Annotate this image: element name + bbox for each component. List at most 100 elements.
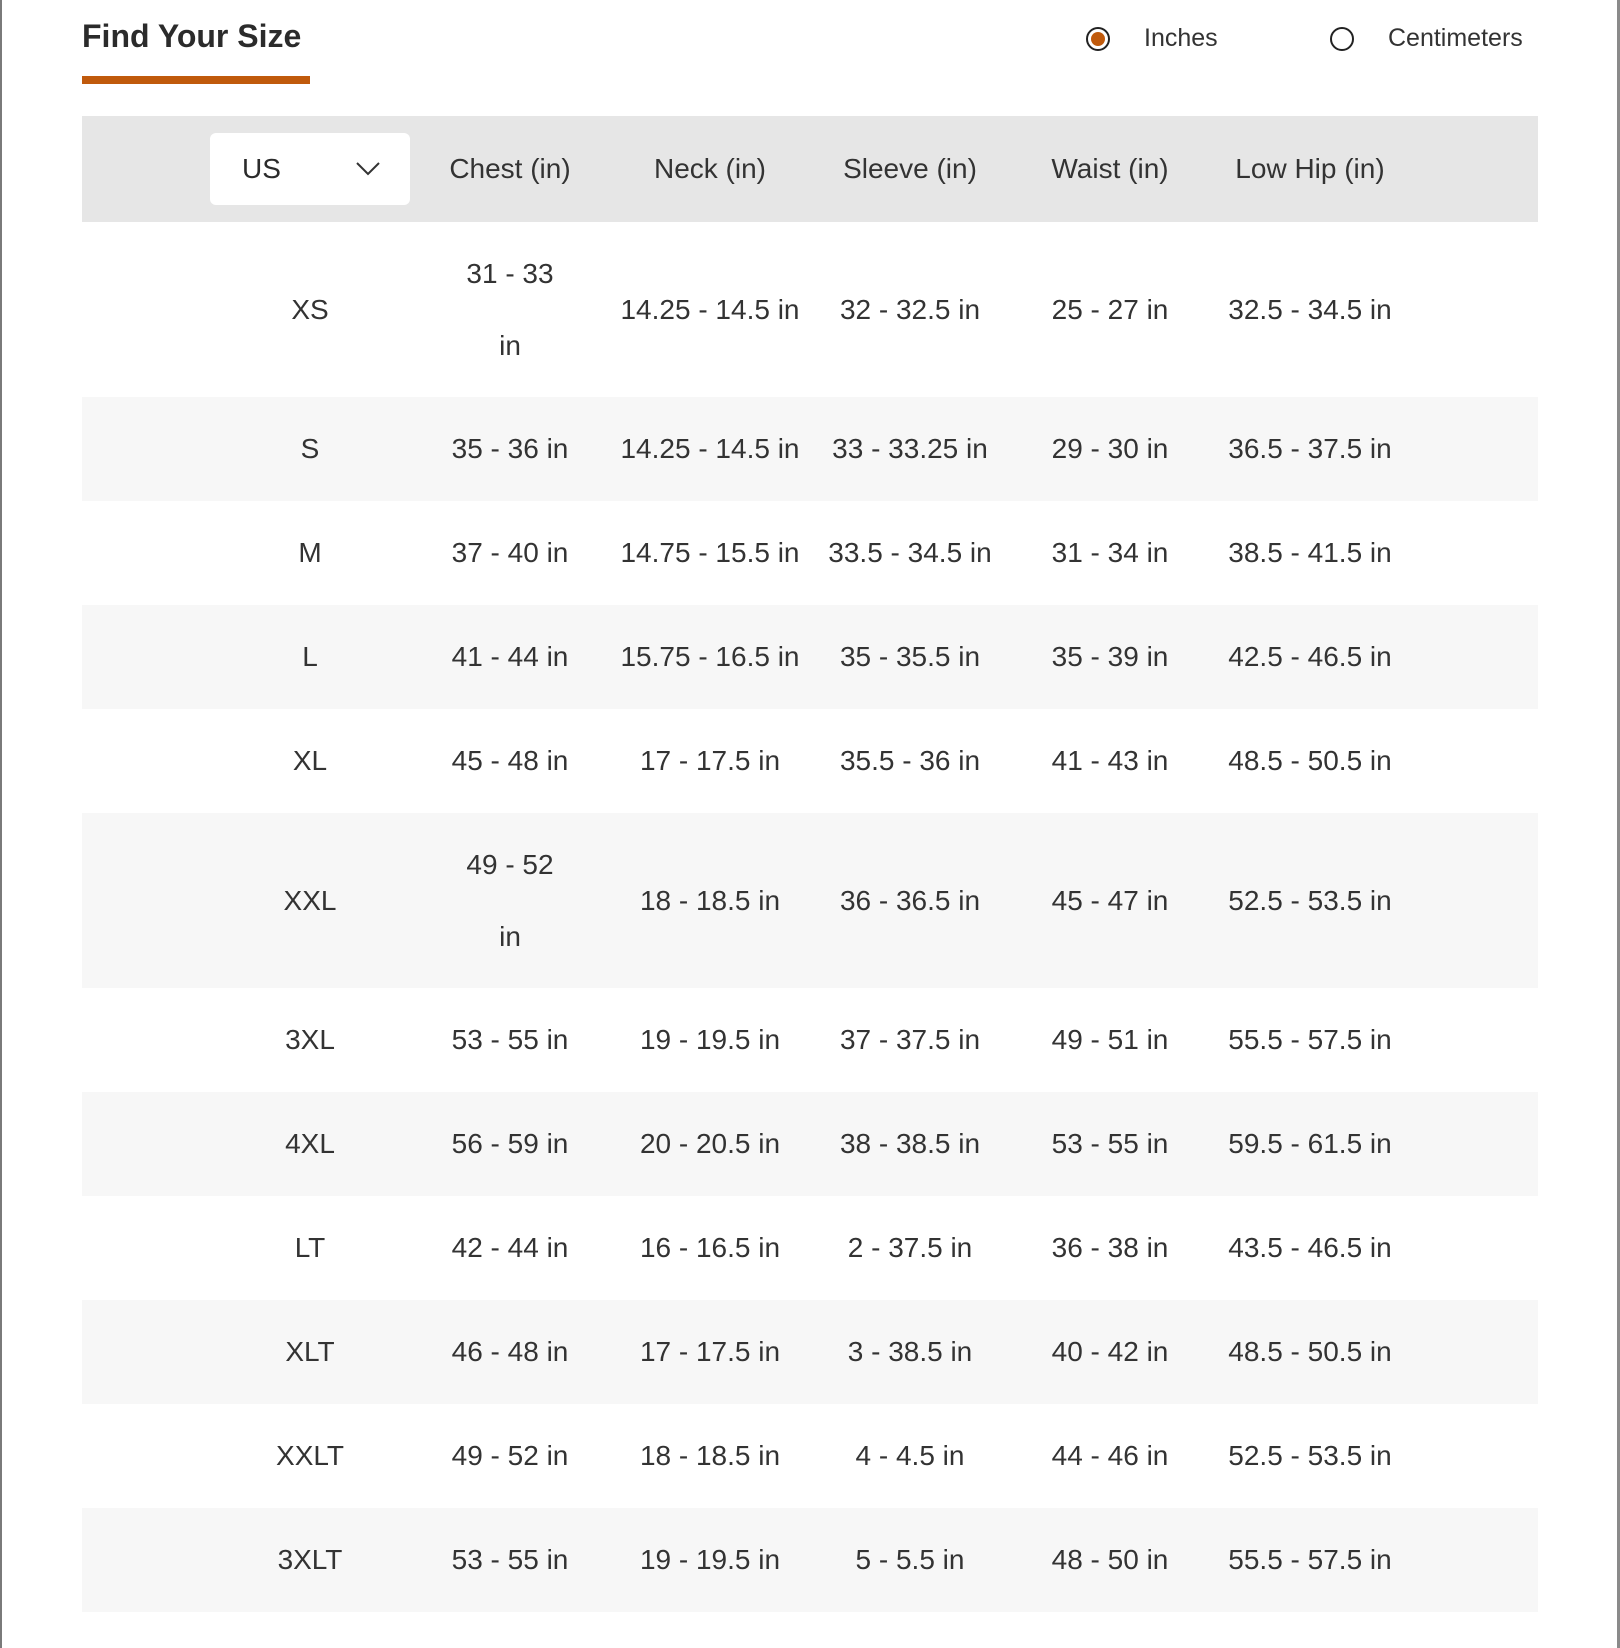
measurement-cell: 42 - 44 in <box>451 1232 569 1263</box>
table-row: L 41 - 44 in 15.75 - 16.5 in 35 - 35.5 in 35… <box>82 605 1538 709</box>
size-cell: 4XL <box>285 1128 335 1159</box>
size-cell: 3XL <box>285 1024 335 1055</box>
size-cell: S <box>300 433 320 464</box>
measurement-cell: 45 - 48 in <box>451 745 569 776</box>
measurement-cell: 48 - 50 in <box>1051 1544 1169 1575</box>
measurement-cell: 20 - 20.5 in <box>639 1128 781 1159</box>
measurement-cell: 53 - 55 in <box>451 1544 569 1575</box>
size-cell: 3XLT <box>277 1544 343 1575</box>
measurement-cell: 17 - 17.5 in <box>639 1336 781 1367</box>
measurement-cell: 19 - 19.5 in <box>639 1544 781 1575</box>
table-header: US Chest (in) Neck (in) Sleeve (in) Waist (… <box>82 116 1538 222</box>
table-row: XXLT 49 - 52 in 18 - 18.5 in 4 - 4.5 in 44 -… <box>82 1404 1538 1508</box>
measurement-cell: 38.5 - 41.5 in <box>1228 537 1392 568</box>
measurement-cell: 36 - 38 in <box>1051 1232 1169 1263</box>
size-chart-table: US Chest (in) Neck (in) Sleeve (in) Waist (… <box>82 116 1538 1612</box>
measurement-cell: 41 - 43 in <box>1051 745 1169 776</box>
column-header: Waist (in) <box>1051 153 1169 184</box>
table-row: LT 42 - 44 in 16 - 16.5 in 2 - 37.5 in 36 - … <box>82 1196 1538 1300</box>
measurement-cell: 52.5 - 53.5 in <box>1228 1440 1392 1471</box>
measurement-cell: 44 - 46 in <box>1051 1440 1169 1471</box>
measurement-cell: 49 - 51 in <box>1051 1024 1169 1055</box>
measurement-cell: 31 - 33 in <box>410 238 610 382</box>
measurement-cell: 32 - 32.5 in <box>839 293 981 325</box>
measurement-value: 31 - 33 in <box>466 257 554 361</box>
measurement-cell: 55.5 - 57.5 in <box>1228 1544 1392 1575</box>
size-cell: XL <box>292 745 328 776</box>
size-cell: L <box>302 641 318 672</box>
radio-selected-icon[interactable] <box>1086 26 1110 51</box>
radio-label: Inches <box>1144 24 1218 52</box>
measurement-cell: 17 - 17.5 in <box>639 745 781 776</box>
measurement-cell: 53 - 55 in <box>1051 1128 1169 1159</box>
table-row: XL 45 - 48 in 17 - 17.5 in 35.5 - 36 in 41 -… <box>82 709 1538 813</box>
measurement-value: 49 - 52 in <box>466 848 554 952</box>
unit-radio-centimeters[interactable]: Centimeters <box>1330 24 1523 53</box>
size-cell: XLT <box>285 1336 335 1367</box>
measurement-cell: 4 - 4.5 in <box>855 1440 965 1471</box>
measurement-cell: 45 - 47 in <box>1051 884 1169 916</box>
measurement-cell: 5 - 5.5 in <box>855 1544 965 1575</box>
page-title: Find Your Size <box>82 18 302 54</box>
measurement-cell: 43.5 - 46.5 in <box>1228 1232 1392 1263</box>
measurement-cell: 49 - 52 in <box>410 829 610 973</box>
measurement-cell: 19 - 19.5 in <box>639 1024 781 1055</box>
column-header: Low Hip (in) <box>1235 153 1385 184</box>
measurement-cell: 15.75 - 16.5 in <box>620 641 800 672</box>
measurement-cell: 38 - 38.5 in <box>839 1128 981 1159</box>
measurement-cell: 32.5 - 34.5 in <box>1228 293 1392 325</box>
size-cell: M <box>298 537 322 568</box>
measurement-cell: 37 - 40 in <box>451 537 569 568</box>
measurement-cell: 55.5 - 57.5 in <box>1228 1024 1392 1055</box>
measurement-cell: 37 - 37.5 in <box>839 1024 981 1055</box>
measurement-cell: 35.5 - 36 in <box>839 745 981 776</box>
measurement-cell: 59.5 - 61.5 in <box>1228 1128 1392 1159</box>
table-row: 4XL 56 - 59 in 20 - 20.5 in 38 - 38.5 in 53 … <box>82 1092 1538 1196</box>
size-cell: XXL <box>283 884 337 916</box>
region-select[interactable]: US <box>210 133 410 205</box>
table-row: XS 31 - 33 in 14.25 - 14.5 in 32 - 32.5 in 2… <box>82 222 1538 397</box>
measurement-cell: 46 - 48 in <box>451 1336 569 1367</box>
measurement-cell: 33.5 - 34.5 in <box>828 537 992 568</box>
title-underline <box>82 76 310 84</box>
table-row: XXL 49 - 52 in 18 - 18.5 in 36 - 36.5 in 45 … <box>82 813 1538 988</box>
table-row: XLT 46 - 48 in 17 - 17.5 in 3 - 38.5 in 40 -… <box>82 1300 1538 1404</box>
chevron-down-icon <box>356 162 380 176</box>
measurement-cell: 52.5 - 53.5 in <box>1228 884 1392 916</box>
measurement-cell: 53 - 55 in <box>451 1024 569 1055</box>
measurement-cell: 29 - 30 in <box>1051 433 1169 464</box>
table-row: 3XL 53 - 55 in 19 - 19.5 in 37 - 37.5 in 49 … <box>82 988 1538 1092</box>
size-cell: XXLT <box>276 1440 344 1471</box>
column-header: Chest (in) <box>449 153 571 184</box>
page-border-left <box>0 0 2 1648</box>
measurement-cell: 3 - 38.5 in <box>847 1336 973 1367</box>
column-header: Neck (in) <box>653 153 766 184</box>
radio-unselected-icon[interactable] <box>1330 26 1354 51</box>
unit-radio-inches[interactable]: Inches <box>1086 24 1218 53</box>
measurement-cell: 33 - 33.25 in <box>832 433 988 464</box>
measurement-cell: 48.5 - 50.5 in <box>1228 745 1392 776</box>
column-header: Sleeve (in) <box>843 153 977 184</box>
measurement-cell: 14.25 - 14.5 in <box>620 433 800 464</box>
measurement-cell: 25 - 27 in <box>1051 293 1169 325</box>
region-select-value: US <box>242 153 281 184</box>
table-row: 3XLT 53 - 55 in 19 - 19.5 in 5 - 5.5 in 48 -… <box>82 1508 1538 1612</box>
scrollbar[interactable] <box>1617 0 1620 1648</box>
measurement-cell: 36.5 - 37.5 in <box>1228 433 1392 464</box>
measurement-cell: 48.5 - 50.5 in <box>1228 1336 1392 1367</box>
measurement-cell: 16 - 16.5 in <box>639 1232 781 1263</box>
size-cell: XS <box>291 293 329 325</box>
measurement-cell: 42.5 - 46.5 in <box>1228 641 1392 672</box>
table-row: M 37 - 40 in 14.75 - 15.5 in 33.5 - 34.5 in… <box>82 501 1538 605</box>
measurement-cell: 14.25 - 14.5 in <box>620 293 800 325</box>
measurement-cell: 18 - 18.5 in <box>639 1440 781 1471</box>
measurement-cell: 31 - 34 in <box>1051 537 1169 568</box>
measurement-cell: 49 - 52 in <box>451 1440 569 1471</box>
measurement-cell: 35 - 39 in <box>1051 641 1169 672</box>
size-cell: LT <box>294 1232 326 1263</box>
measurement-cell: 40 - 42 in <box>1051 1336 1169 1367</box>
radio-label: Centimeters <box>1388 24 1523 52</box>
measurement-cell: 56 - 59 in <box>451 1128 569 1159</box>
measurement-cell: 18 - 18.5 in <box>639 884 781 916</box>
measurement-cell: 36 - 36.5 in <box>839 884 981 916</box>
